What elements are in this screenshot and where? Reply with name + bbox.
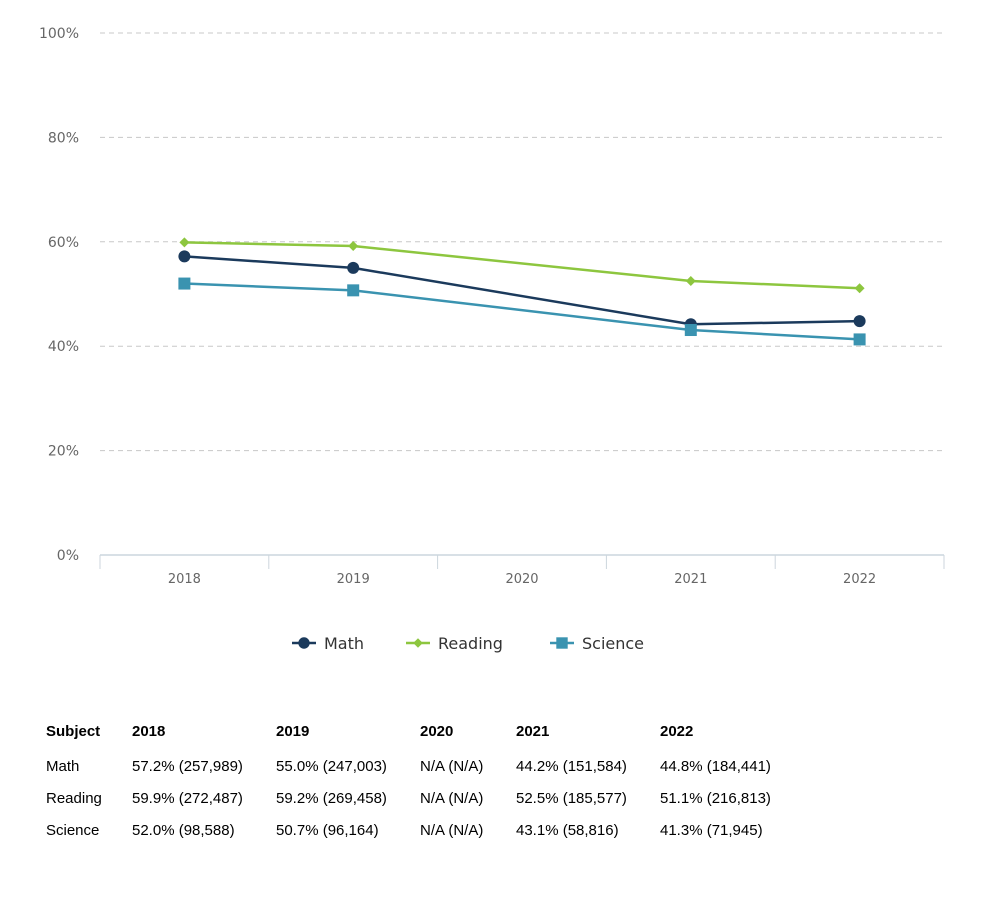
x-tick-label: 2018	[168, 572, 201, 587]
table-header-row: Subject 2018 2019 2020 2021 2022	[40, 722, 798, 750]
legend-label: Science	[582, 634, 644, 653]
series-line	[184, 282, 860, 341]
x-tick-label: 2020	[505, 572, 538, 587]
y-tick-label: 80%	[48, 130, 79, 146]
data-table: Subject 2018 2019 2020 2021 2022 Math 57…	[40, 722, 798, 846]
table-cell: 52.0% (98,588)	[132, 821, 235, 839]
series-line	[184, 255, 860, 326]
legend-marker[interactable]	[298, 637, 310, 649]
table-cell: 44.8% (184,441)	[660, 757, 771, 775]
series-line	[184, 241, 860, 290]
data-point[interactable]	[853, 333, 866, 346]
table-cell: 55.0% (247,003)	[276, 757, 387, 775]
y-tick-label: 60%	[48, 235, 79, 251]
legend-marker[interactable]	[556, 637, 568, 649]
table-row: Science 52.0% (98,588) 50.7% (96,164) N/…	[40, 814, 798, 846]
table-header-2018: 2018	[132, 722, 166, 740]
table-cell: 57.2% (257,989)	[132, 757, 243, 775]
data-point[interactable]	[348, 240, 359, 251]
data-point[interactable]	[684, 324, 697, 337]
y-tick-label: 20%	[48, 444, 79, 460]
table-cell: Math	[46, 757, 80, 775]
table-cell: 51.1% (216,813)	[660, 789, 771, 807]
data-point[interactable]	[854, 283, 865, 294]
line-chart: 0%20%40%60%80%100% 2018 2019 2020 2021 2022 …	[39, 26, 945, 653]
legend-item-science[interactable]: Science	[550, 634, 644, 653]
table-row: Math 57.2% (257,989) 55.0% (247,003) N/A…	[40, 750, 798, 782]
legend-item-reading[interactable]: Reading	[406, 634, 503, 653]
table-cell: 52.5% (185,577)	[516, 789, 627, 807]
x-tick-label: 2022	[843, 572, 876, 587]
data-point[interactable]	[178, 250, 191, 263]
legend[interactable]: Math Reading Science	[292, 634, 644, 653]
legend-item-math[interactable]: Math	[292, 634, 364, 653]
table-header-2022: 2022	[660, 722, 694, 740]
y-tick-label: 40%	[48, 339, 79, 355]
table-cell: 43.1% (58,816)	[516, 821, 619, 839]
data-point[interactable]	[685, 275, 696, 286]
data-point[interactable]	[179, 237, 190, 248]
table-row: Reading 59.9% (272,487) 59.2% (269,458) …	[40, 782, 798, 814]
legend-marker[interactable]	[413, 638, 423, 648]
x-axis: 2018 2019 2020 2021 2022	[99, 554, 945, 587]
table-cell: 50.7% (96,164)	[276, 821, 379, 839]
table-cell: N/A (N/A)	[420, 757, 484, 775]
grid-lines	[100, 32, 944, 452]
table-cell: Reading	[46, 789, 102, 807]
table-cell: 59.2% (269,458)	[276, 789, 387, 807]
table-cell: Science	[46, 821, 100, 839]
y-tick-label: 0%	[57, 548, 79, 564]
series-science	[178, 277, 866, 346]
table-header-2021: 2021	[516, 722, 550, 740]
legend-label: Reading	[438, 634, 503, 653]
x-tick-label: 2019	[337, 572, 370, 587]
data-point[interactable]	[853, 315, 866, 328]
table-header-subject: Subject	[46, 722, 101, 740]
table-cell: 41.3% (71,945)	[660, 821, 763, 839]
x-tick-label: 2021	[674, 572, 707, 587]
data-point[interactable]	[347, 284, 360, 297]
table-cell: 59.9% (272,487)	[132, 789, 243, 807]
series-math	[178, 250, 866, 331]
table-header-2019: 2019	[276, 722, 310, 740]
data-point[interactable]	[178, 277, 191, 290]
table-cell: 44.2% (151,584)	[516, 757, 627, 775]
legend-label: Math	[324, 634, 364, 653]
data-point[interactable]	[347, 261, 360, 274]
series-reading	[179, 237, 865, 294]
table-header-2020: 2020	[420, 722, 454, 740]
table-cell: N/A (N/A)	[420, 789, 484, 807]
y-axis-ticks: 0% 20% 40% 60% 80% 100%	[39, 26, 79, 564]
table-cell: N/A (N/A)	[420, 821, 484, 839]
series-lines	[178, 237, 866, 346]
y-tick-label: 100%	[39, 26, 79, 42]
